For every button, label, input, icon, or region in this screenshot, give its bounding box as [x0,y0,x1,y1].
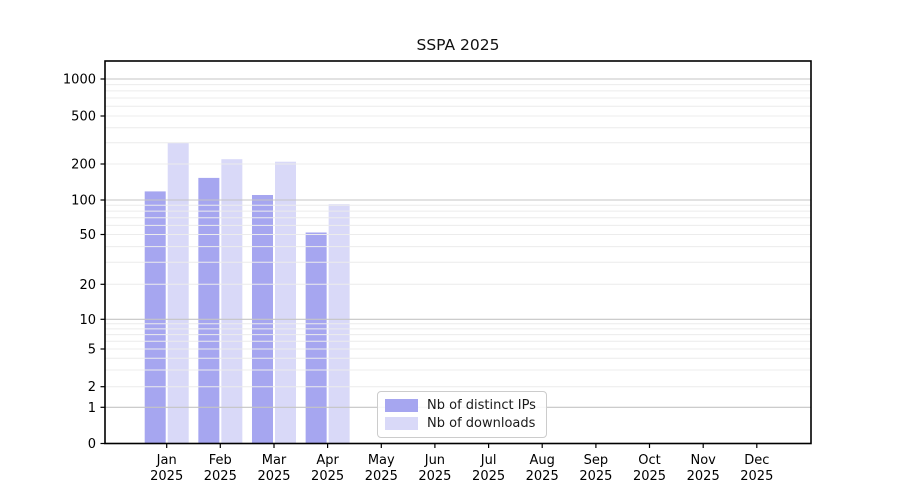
y-tick-label: 1000 [63,73,96,88]
x-tick-label-jul: Jul 2025 [472,453,505,484]
legend-swatch-distinct-ips-icon [385,398,418,412]
legend: Nb of distinct IPs Nb of downloads [377,391,547,438]
bar-downloads-feb [221,159,243,444]
bars [144,142,350,444]
y-tick-label: 10 [79,313,96,328]
x-tick-label-jan: Jan 2025 [150,453,183,484]
x-tick-label-dec: Dec 2025 [740,453,773,484]
legend-swatch-downloads-icon [385,417,418,431]
y-tick-label: 5 [88,343,96,358]
y-tick-label: 100 [71,194,96,209]
x-tick-label-sep: Sep 2025 [579,453,612,484]
y-tick-label: 2 [88,380,96,395]
gridlines [105,78,811,408]
x-tick-label-aug: Aug 2025 [526,453,559,484]
y-axis: 0 1 2 5 10 20 50 100 200 500 1000 [63,73,105,452]
y-tick-label: 20 [79,278,96,293]
bar-downloads-mar [274,161,296,444]
y-tick-label: 0 [88,437,96,452]
x-tick-label-oct: Oct 2025 [633,453,666,484]
x-tick-label-may: May 2025 [365,453,398,484]
legend-label-distinct-ips: Nb of distinct IPs [427,397,536,413]
legend-row-distinct-ips: Nb of distinct IPs [385,398,539,413]
x-tick-label-mar: Mar 2025 [257,453,290,484]
x-axis: Jan 2025 Feb 2025 Mar 2025 Apr 2025 May 2025 Jun 20… [150,443,773,484]
y-tick-label: 500 [71,110,96,125]
bar-ips-apr [305,232,327,444]
bar-ips-jan [144,191,166,444]
x-tick-label-apr: Apr 2025 [311,453,344,484]
y-tick-label: 1 [88,401,96,416]
legend-row-downloads: Nb of downloads [385,416,539,431]
x-tick-label-jun: Jun 2025 [418,453,451,484]
y-tick-label: 200 [71,158,96,173]
bar-ips-feb [198,177,220,444]
plot-border [104,60,812,445]
chart-title: SSPA 2025 [416,36,500,54]
legend-label-downloads: Nb of downloads [427,416,536,432]
x-tick-label-feb: Feb 2025 [204,453,237,484]
x-tick-label-nov: Nov 2025 [687,453,720,484]
y-tick-label: 50 [79,228,96,243]
bar-downloads-jan [167,142,189,444]
